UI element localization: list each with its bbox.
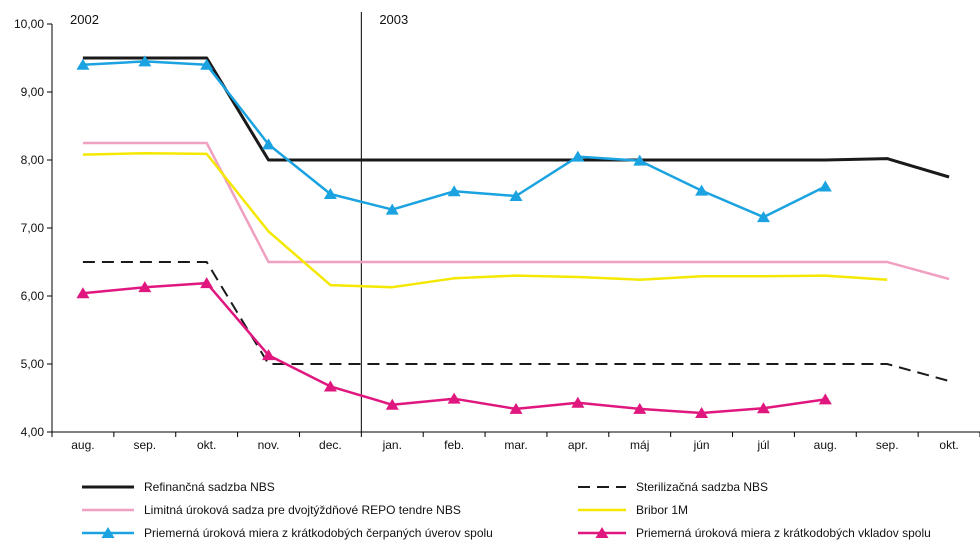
y-tick-label: 4,00 [21, 425, 45, 439]
data-point-marker [262, 138, 276, 150]
x-tick-label: máj [630, 438, 649, 452]
chart-legend: Refinančná sadzba NBS Sterilizačná sadzba… [82, 480, 931, 540]
chart-axes: 2002 2003 [51, 12, 980, 433]
data-point-marker [756, 402, 770, 414]
x-tick-label: júl [756, 438, 769, 452]
x-tick-label: mar. [504, 438, 527, 452]
year-label: 2002 [70, 12, 99, 27]
legend-item: Priemerná úroková miera z krátkodobých č… [82, 526, 493, 540]
x-tick-label: sep. [876, 438, 899, 452]
legend-item: Bribor 1M [578, 503, 688, 517]
y-tick-label: 10,00 [14, 17, 44, 31]
x-tick-label: nov. [258, 438, 280, 452]
y-tick-label: 5,00 [21, 357, 45, 371]
x-tick-label: apr. [568, 438, 588, 452]
data-point-marker [818, 180, 832, 192]
series-2 [82, 261, 950, 382]
legend-item: Sterilizačná sadzba NBS [578, 480, 768, 494]
series-6 [76, 277, 832, 418]
y-tick-label: 9,00 [21, 85, 45, 99]
data-point-marker [76, 287, 90, 299]
data-point-marker [695, 184, 709, 196]
data-point-marker [509, 190, 523, 202]
x-tick-label: feb. [444, 438, 464, 452]
legend-item: Limitná úroková sadza pre dvojtýždňové R… [82, 503, 461, 517]
data-point-marker [818, 393, 832, 405]
data-point-marker [509, 402, 523, 414]
data-point-marker [323, 188, 337, 199]
legend-label: Priemerná úroková miera z krátkodobých č… [144, 526, 493, 540]
data-point-marker [385, 203, 399, 215]
series-line [82, 261, 950, 382]
y-tick-label: 8,00 [21, 153, 45, 167]
data-point-marker [200, 58, 214, 70]
series-line [82, 141, 950, 281]
y-tick-label: 7,00 [21, 221, 45, 235]
legend-label: Sterilizačná sadzba NBS [636, 480, 768, 494]
series-1 [82, 56, 950, 179]
series-5 [76, 55, 832, 223]
data-point-marker [138, 55, 152, 67]
x-tick-label: dec. [319, 438, 342, 452]
series-3 [82, 141, 950, 281]
x-tick-label: okt. [939, 438, 958, 452]
legend-label: Refinančná sadzba NBS [144, 480, 275, 494]
data-point-marker [76, 58, 90, 70]
data-point-marker [138, 281, 152, 293]
series-line [82, 56, 950, 179]
data-point-marker [633, 402, 647, 414]
x-tick-label: aug. [814, 438, 837, 452]
x-tick-label: sep. [133, 438, 156, 452]
x-tick-label: jan. [382, 438, 402, 452]
data-point-marker [571, 150, 585, 162]
y-tick-label: 6,00 [21, 289, 45, 303]
data-point-marker [571, 396, 585, 408]
chart-ticks: 4,00 5,00 6,00 7,00 8,00 9,00 10,00 aug. sep. okt… [14, 17, 980, 452]
data-point-marker [695, 406, 709, 418]
data-point-marker [262, 349, 276, 361]
series-4 [82, 151, 888, 289]
legend-item: Priemerná úroková miera z krátkodobých v… [578, 526, 931, 540]
series-line [82, 151, 888, 289]
x-tick-label: jún [693, 438, 710, 452]
legend-label: Priemerná úroková miera z krátkodobých v… [636, 526, 931, 540]
data-point-marker [200, 277, 214, 289]
data-point-marker [447, 392, 461, 404]
legend-label: Bribor 1M [636, 503, 688, 517]
legend-marker [595, 527, 609, 538]
legend-item: Refinančná sadzba NBS [82, 480, 275, 494]
legend-marker [101, 527, 115, 538]
data-point-marker [323, 380, 337, 392]
data-point-marker [385, 398, 399, 410]
data-point-marker [633, 154, 647, 166]
data-point-marker [756, 211, 770, 223]
year-label: 2003 [379, 12, 408, 27]
x-tick-label: okt. [197, 438, 216, 452]
chart-series [76, 55, 950, 418]
x-tick-label: aug. [71, 438, 94, 452]
legend-label: Limitná úroková sadza pre dvojtýždňové R… [144, 503, 461, 517]
data-point-marker [447, 185, 461, 197]
